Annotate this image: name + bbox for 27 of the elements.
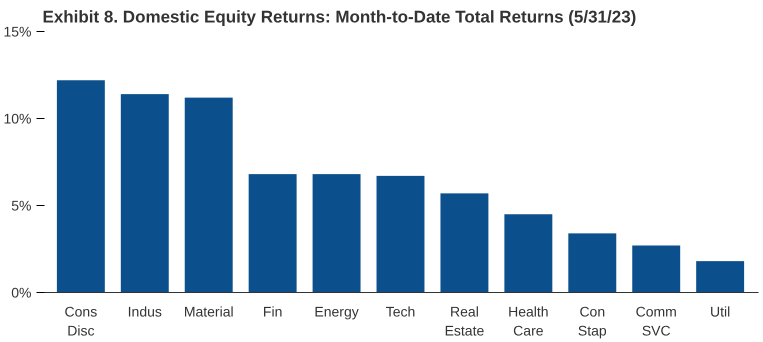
y-tick-label: 10% bbox=[3, 110, 32, 126]
x-tick-label: Cons Disc bbox=[64, 304, 98, 339]
x-tick-label: Energy bbox=[314, 304, 359, 320]
bar bbox=[632, 246, 680, 292]
bar bbox=[440, 193, 488, 292]
x-tick-label: Con Stap bbox=[578, 304, 607, 339]
x-tick-label: Health Care bbox=[508, 304, 549, 339]
y-tick-label: 5% bbox=[11, 198, 32, 214]
y-tick-label: 0% bbox=[11, 284, 32, 300]
bar bbox=[248, 174, 297, 292]
bar bbox=[56, 80, 105, 292]
x-tick-label: Comm SVC bbox=[636, 304, 677, 339]
x-tick-label: Tech bbox=[386, 304, 416, 320]
x-tick-label: Util bbox=[710, 304, 730, 320]
x-tick-label: Fin bbox=[262, 304, 282, 320]
x-tick-label: Real Estate bbox=[444, 304, 484, 339]
bar bbox=[120, 94, 169, 292]
bar bbox=[696, 261, 744, 292]
bar bbox=[376, 176, 424, 292]
x-tick-label: Material bbox=[184, 304, 234, 320]
bar bbox=[184, 98, 233, 292]
chart-title: Exhibit 8. Domestic Equity Returns: Month-to-Date Total Returns (5/31/23) bbox=[42, 8, 636, 26]
x-tick-label: Indus bbox=[128, 304, 162, 320]
bar bbox=[504, 214, 552, 292]
y-tick-label: 15% bbox=[3, 24, 32, 40]
bar bbox=[568, 233, 616, 292]
bar bbox=[312, 174, 361, 292]
